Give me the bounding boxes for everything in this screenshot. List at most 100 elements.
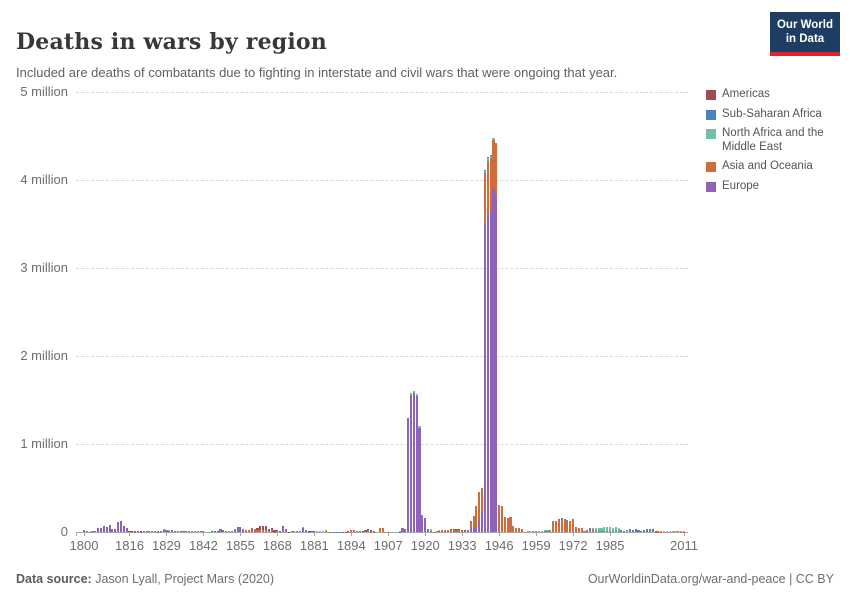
bar-1984[interactable] [606,527,609,532]
bar-1813[interactable] [119,521,122,532]
bar-1946[interactable] [498,504,501,532]
bar-1841[interactable] [199,530,202,532]
bar-2003[interactable] [660,530,663,532]
bar-1916[interactable] [412,391,415,532]
bar-1963[interactable] [546,529,549,532]
bar-1990[interactable] [623,530,626,532]
bar-2001[interactable] [654,530,657,532]
bar-1875[interactable] [296,530,299,532]
bar-1920[interactable] [424,517,427,532]
bar-1928[interactable] [446,530,450,532]
bar-1850[interactable] [225,531,228,532]
bar-1898[interactable] [361,530,364,532]
bar-1852[interactable] [230,531,233,532]
bar-2005[interactable] [665,530,668,532]
bar-1810[interactable] [111,528,114,532]
bar-1935[interactable] [466,530,469,532]
bar-1991[interactable] [626,529,629,532]
bar-1937[interactable] [472,515,475,532]
bar-1992[interactable] [628,529,631,532]
bar-1870[interactable] [282,526,285,532]
bar-1885[interactable] [324,530,327,532]
bar-1999[interactable] [648,528,651,532]
bar-1931[interactable] [455,529,458,532]
bar-1822[interactable] [145,530,148,532]
bar-1977[interactable] [586,529,589,532]
bar-1862[interactable] [259,526,262,532]
bar-1976[interactable] [583,530,586,532]
bar-1950[interactable] [509,517,512,532]
bar-1883[interactable] [318,530,322,532]
bar-1986[interactable] [611,527,614,532]
bar-1940[interactable] [481,488,484,532]
footer-attribution[interactable]: OurWorldinData.org/war-and-peace | CC BY [587,572,834,586]
bar-1983[interactable] [603,527,606,532]
bar-1962[interactable] [543,529,546,532]
bar-1836[interactable] [185,530,188,532]
bar-1941[interactable] [483,170,486,532]
bar-1823[interactable] [148,531,151,532]
bar-1821[interactable] [142,530,145,532]
bar-1985[interactable] [609,527,612,532]
bar-1951[interactable] [512,525,515,532]
bar-1968[interactable] [560,518,563,532]
bar-1954[interactable] [520,529,523,532]
bar-1895[interactable] [353,530,356,532]
legend-item-americas[interactable]: Americas [706,88,848,102]
bar-1894[interactable] [350,529,353,532]
bar-1877[interactable] [301,527,304,532]
bar-1876[interactable] [299,530,302,532]
bar-1897[interactable] [358,530,361,532]
bar-1988[interactable] [617,528,620,532]
bar-1965[interactable] [552,521,555,532]
bar-1847[interactable] [216,530,219,532]
bar-1854[interactable] [236,527,239,532]
bar-1820[interactable] [139,531,142,532]
bar-1938[interactable] [475,505,478,532]
legend-item-asia-and-oceania[interactable]: Asia and Oceania [706,160,848,174]
bar-1800[interactable] [82,529,86,532]
bar-1853[interactable] [233,528,236,532]
bar-1899[interactable] [364,530,367,532]
bar-1905[interactable] [381,528,384,532]
bar-1826[interactable] [156,530,159,532]
bar-2004[interactable] [663,531,666,532]
bar-1956[interactable] [526,531,529,532]
bar-1902[interactable] [372,530,376,532]
bar-1936[interactable] [469,521,472,532]
bar-1982[interactable] [600,527,603,532]
bar-1845[interactable] [210,531,213,532]
bar-1824[interactable] [151,530,154,532]
bar-1846[interactable] [213,531,216,532]
bar-1930[interactable] [452,528,455,532]
bar-1971[interactable] [569,520,572,532]
owid-logo[interactable]: Our World in Data [770,12,840,56]
bar-1881[interactable] [313,530,316,532]
bar-1857[interactable] [245,529,248,532]
bar-1912[interactable] [401,527,404,532]
bar-1975[interactable] [580,528,583,532]
bar-1904[interactable] [378,528,381,532]
bar-1809[interactable] [108,525,111,532]
bar-1924[interactable] [435,531,438,532]
bar-1866[interactable] [270,527,273,532]
bar-1947[interactable] [500,506,504,532]
bar-1966[interactable] [554,521,558,532]
bar-1961[interactable] [540,531,543,532]
bar-1919[interactable] [421,515,424,532]
bar-1825[interactable] [154,530,157,532]
bar-1869[interactable] [279,530,282,532]
bar-1860[interactable] [253,528,256,532]
bar-2011[interactable] [682,530,686,532]
bar-1842[interactable] [202,531,205,532]
bar-1851[interactable] [227,530,231,532]
bar-1819[interactable] [136,531,140,532]
bar-1835[interactable] [182,530,185,532]
bar-1942[interactable] [486,157,489,532]
bar-1997[interactable] [643,530,646,532]
bar-1871[interactable] [284,528,287,532]
bar-1929[interactable] [449,529,452,532]
bar-1927[interactable] [444,530,447,532]
bar-1858[interactable] [247,529,250,532]
bar-1801[interactable] [85,530,88,532]
